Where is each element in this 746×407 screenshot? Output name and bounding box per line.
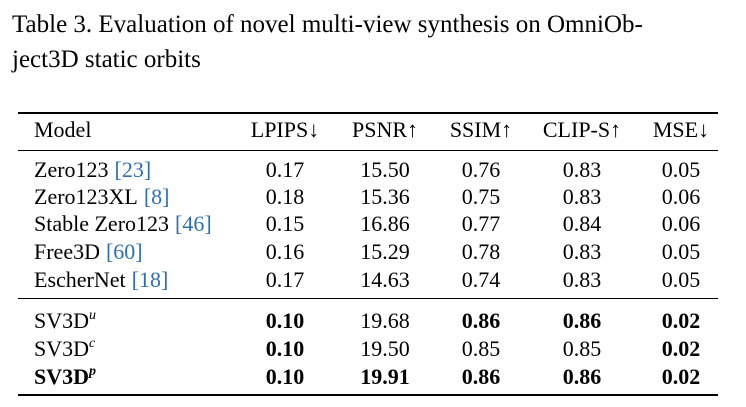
citation: [60]	[105, 239, 143, 264]
model-name: SV3D	[34, 336, 90, 361]
value-cell: 0.06	[661, 184, 701, 209]
value-cell: 16.86	[360, 211, 410, 236]
value-cell: 0.77	[461, 211, 501, 236]
value-cell: 0.75	[461, 184, 501, 209]
model-cell: SV3Dp	[34, 364, 96, 390]
model-cell: Free3D [60]	[34, 239, 143, 265]
value-cell: 0.85	[461, 336, 501, 361]
model-cell: SV3Du	[34, 308, 96, 334]
model-cell: Zero123 [23]	[34, 157, 151, 183]
value-cell: 0.02	[661, 308, 701, 333]
value-cell: 19.91	[360, 364, 410, 389]
header-cell: MSE↓	[652, 117, 710, 142]
value-cell: 0.17	[265, 267, 305, 292]
value-cell: 0.74	[461, 267, 501, 292]
model-cell: Stable Zero123 [46]	[34, 211, 212, 237]
top-rule	[18, 112, 718, 114]
value-cell: 0.83	[562, 184, 602, 209]
value-cell: 19.50	[360, 336, 410, 361]
value-cell: 0.02	[661, 364, 701, 389]
value-cell: 0.10	[265, 308, 305, 333]
value-cell: 0.83	[562, 267, 602, 292]
header-cell: LPIPS↓	[250, 117, 320, 142]
value-cell: 0.05	[661, 267, 701, 292]
value-cell: 0.86	[562, 364, 602, 389]
model-variant: p	[89, 364, 97, 379]
citation: [23]	[114, 157, 152, 182]
value-cell: 0.78	[461, 239, 501, 264]
model-cell: SV3Dc	[34, 336, 95, 362]
model-name: SV3D	[34, 308, 90, 333]
value-cell: 0.06	[661, 211, 701, 236]
value-cell: 19.68	[360, 308, 410, 333]
header-cell: SSIM↑	[449, 117, 513, 142]
citation: [8]	[143, 184, 170, 209]
value-cell: 14.63	[360, 267, 410, 292]
value-cell: 0.83	[562, 157, 602, 182]
model-name: Free3D	[34, 239, 100, 264]
header-cell: PSNR↑	[351, 117, 419, 142]
model-name: Zero123	[34, 157, 109, 182]
model-cell: Zero123XL [8]	[34, 184, 170, 210]
value-cell: 0.86	[461, 308, 501, 333]
model-cell: EscherNet [18]	[34, 267, 168, 293]
caption-line: ject3D static orbits	[12, 46, 201, 73]
model-name: Stable Zero123	[34, 211, 170, 236]
model-name: EscherNet	[34, 267, 126, 292]
header-cell: CLIP-S↑	[542, 117, 622, 142]
bottom-rule	[18, 394, 718, 396]
value-cell: 0.84	[562, 211, 602, 236]
value-cell: 0.18	[265, 184, 305, 209]
value-cell: 0.16	[265, 239, 305, 264]
value-cell: 0.10	[265, 336, 305, 361]
model-variant: u	[89, 308, 97, 323]
model-variant: c	[89, 336, 96, 351]
value-cell: 0.86	[562, 308, 602, 333]
value-cell: 0.02	[661, 336, 701, 361]
header-cell: Model	[34, 117, 92, 142]
value-cell: 0.15	[265, 211, 305, 236]
mid-rule	[18, 150, 718, 151]
value-cell: 15.36	[360, 184, 410, 209]
value-cell: 0.17	[265, 157, 305, 182]
value-cell: 0.85	[562, 336, 602, 361]
caption-line: Table 3. Evaluation of novel multi-view …	[12, 11, 643, 38]
citation: [46]	[175, 211, 212, 236]
value-cell: 15.29	[360, 239, 410, 264]
mid-rule	[18, 298, 718, 299]
value-cell: 0.76	[461, 157, 501, 182]
value-cell: 0.86	[461, 364, 501, 389]
value-cell: 0.05	[661, 157, 701, 182]
value-cell: 15.50	[360, 157, 410, 182]
value-cell: 0.05	[661, 239, 701, 264]
citation: [18]	[131, 267, 169, 292]
value-cell: 0.83	[562, 239, 602, 264]
value-cell: 0.10	[265, 364, 305, 389]
model-name: SV3D	[34, 364, 90, 389]
model-name: Zero123XL	[34, 184, 138, 209]
